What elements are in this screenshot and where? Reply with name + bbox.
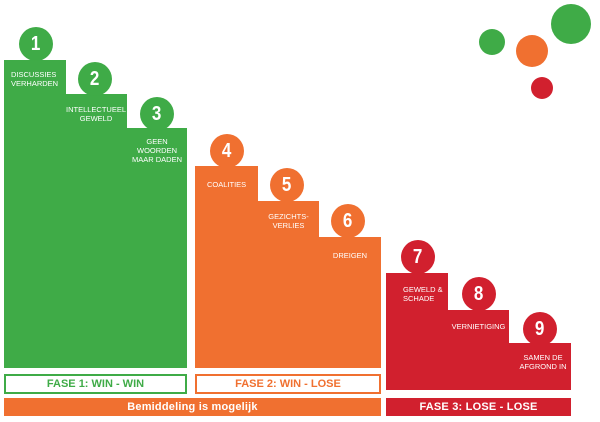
mediation-label: Bemiddeling is mogelijk <box>127 401 258 413</box>
mediation-bar: Bemiddeling is mogelijk <box>4 398 381 416</box>
step-6-number: 6 <box>343 209 353 232</box>
step-7-number: 7 <box>413 245 423 268</box>
decor-dot-orange <box>516 35 548 67</box>
decor-dot-red <box>531 77 553 99</box>
phase-1-bar: FASE 1: WIN - WIN <box>4 374 187 394</box>
step-9-label: SAMEN DE AFGROND IN <box>519 353 567 371</box>
phase-2-label: FASE 2: WIN - LOSE <box>235 378 341 390</box>
step-1-label: DISCUSSIES VERHARDEN <box>11 70 59 88</box>
step-1-badge: 1 <box>19 27 53 61</box>
step-8-number: 8 <box>474 282 484 305</box>
stair-step-2 <box>66 94 187 95</box>
step-3-badge: 3 <box>140 97 174 131</box>
decor-dot-green-large <box>551 4 591 44</box>
step-4-label: COALITIES <box>207 180 247 189</box>
step-7-label: GEWELD & SCHADE <box>403 285 443 303</box>
step-7-badge: 7 <box>401 240 435 274</box>
step-6-badge: 6 <box>331 204 365 238</box>
step-5-badge: 5 <box>270 168 304 202</box>
step-4-number: 4 <box>222 139 232 162</box>
decor-dot-green-small <box>479 29 505 55</box>
step-5-label: GEZICHTS- VERLIES <box>268 212 309 230</box>
phase-1-label: FASE 1: WIN - WIN <box>46 378 145 390</box>
step-1-number: 1 <box>31 32 41 55</box>
phase-2-bar: FASE 2: WIN - LOSE <box>195 374 381 394</box>
step-5-number: 5 <box>282 173 292 196</box>
step-8-badge: 8 <box>462 277 496 311</box>
step-2-badge: 2 <box>78 62 112 96</box>
step-3-number: 3 <box>152 102 162 125</box>
step-3-label: GEEN WOORDEN MAAR DADEN <box>131 137 182 164</box>
step-2-number: 2 <box>90 67 100 90</box>
step-6-label: DREIGEN <box>332 251 368 260</box>
step-4-badge: 4 <box>210 134 244 168</box>
step-8-label: VERNIETIGING <box>451 322 506 331</box>
step-9-badge: 9 <box>523 312 557 346</box>
phase-3-bar: FASE 3: LOSE - LOSE <box>386 398 571 416</box>
phase-3-label: FASE 3: LOSE - LOSE <box>419 401 538 413</box>
step-9-number: 9 <box>535 317 545 340</box>
step-2-label: INTELLECTUEEL GEWELD <box>66 105 127 123</box>
